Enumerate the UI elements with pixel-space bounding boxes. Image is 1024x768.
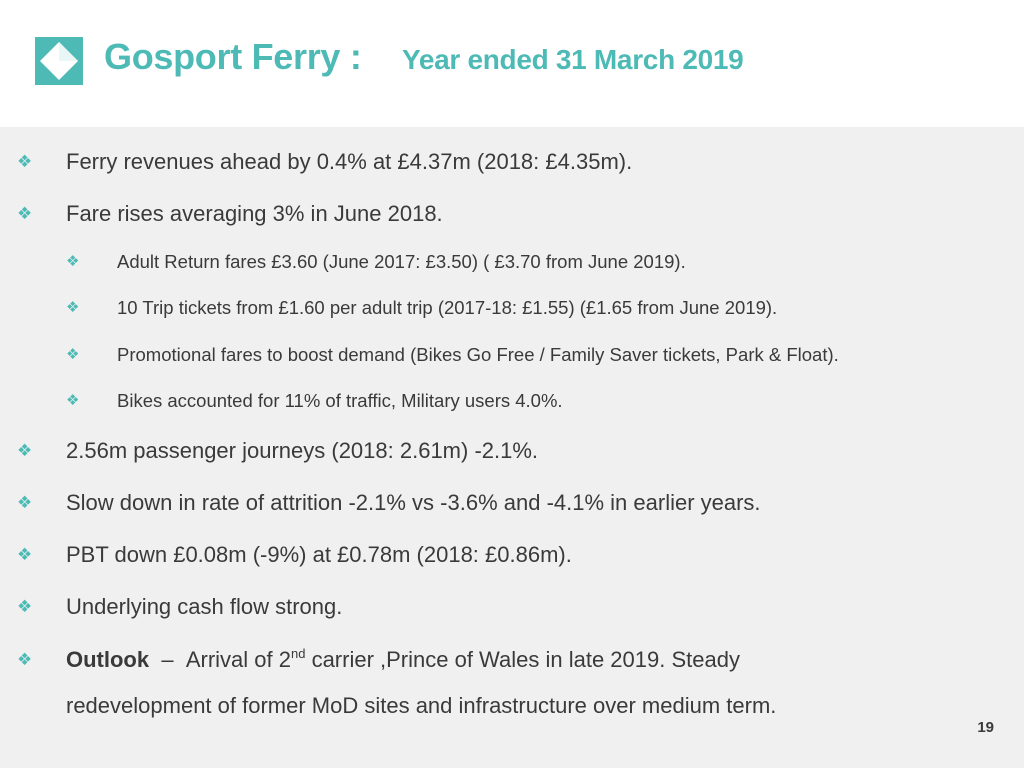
diamond-bullet-icon: ❖ (17, 204, 33, 223)
list-item: ❖ Ferry revenues ahead by 0.4% at £4.37m… (15, 147, 632, 177)
diamond-bullet-icon: ❖ (17, 441, 33, 460)
diamond-bullet-icon: ❖ (17, 493, 33, 512)
slide-header: Gosport Ferry : Year ended 31 March 2019 (0, 0, 1024, 127)
outlook-line2: redevelopment of former MoD sites and in… (66, 693, 777, 718)
bullet-text: Fare rises averaging 3% in June 2018. (66, 201, 443, 226)
page-number: 19 (977, 719, 994, 736)
bullet-text: PBT down £0.08m (-9%) at £0.78m (2018: £… (66, 542, 572, 567)
list-item: ❖ Underlying cash flow strong. (15, 592, 342, 622)
diamond-bullet-icon: ❖ (66, 392, 80, 409)
list-item: ❖ 10 Trip tickets from £1.60 per adult t… (66, 295, 777, 321)
outlook-label: Outlook (66, 647, 150, 672)
diamond-logo-icon (35, 37, 83, 85)
bullet-text: Ferry revenues ahead by 0.4% at £4.37m (… (66, 149, 633, 174)
list-item: ❖ Slow down in rate of attrition -2.1% v… (15, 488, 761, 518)
diamond-bullet-icon: ❖ (17, 152, 33, 171)
bullet-text: Underlying cash flow strong. (66, 594, 343, 619)
diamond-bullet-icon: ❖ (17, 545, 33, 564)
diamond-bullet-icon: ❖ (17, 597, 33, 616)
bullet-text: Bikes accounted for 11% of traffic, Mili… (117, 390, 563, 411)
list-item: ❖ Bikes accounted for 11% of traffic, Mi… (66, 388, 563, 414)
diamond-bullet-icon: ❖ (17, 650, 33, 669)
outlook-dash: – (161, 647, 174, 672)
bullet-text: 10 Trip tickets from £1.60 per adult tri… (117, 297, 778, 318)
list-item: ❖ 2.56m passenger journeys (2018: 2.61m)… (15, 436, 538, 466)
bullet-text: Promotional fares to boost demand (Bikes… (117, 344, 839, 365)
diamond-bullet-icon: ❖ (66, 299, 80, 316)
outlook-item: ❖ Outlook – Arrival of 2nd carrier ,Prin… (15, 645, 740, 675)
page-subtitle: Year ended 31 March 2019 (402, 44, 744, 75)
outlook-continuation: redevelopment of former MoD sites and in… (66, 691, 776, 721)
bullet-text: Slow down in rate of attrition -2.1% vs … (66, 490, 761, 515)
outlook-text-start: Arrival of 2 (185, 647, 291, 672)
list-item: ❖ Promotional fares to boost demand (Bik… (66, 342, 839, 368)
bullet-text: 2.56m passenger journeys (2018: 2.61m) -… (66, 438, 539, 463)
outlook-superscript: nd (290, 645, 306, 661)
list-item: ❖ PBT down £0.08m (-9%) at £0.78m (2018:… (15, 540, 572, 570)
outlook-text-end: carrier ,Prince of Wales in late 2019. S… (305, 647, 740, 672)
outlook-text: Outlook – Arrival of 2nd carrier ,Prince… (66, 645, 740, 675)
slide-content (0, 127, 1024, 768)
page-title: Gosport Ferry : (104, 36, 362, 77)
list-item: ❖ Fare rises averaging 3% in June 2018. (15, 199, 443, 229)
diamond-bullet-icon: ❖ (66, 346, 80, 363)
bullet-text: Adult Return fares £3.60 (June 2017: £3.… (117, 251, 686, 272)
list-item: ❖ Adult Return fares £3.60 (June 2017: £… (66, 249, 686, 275)
diamond-bullet-icon: ❖ (66, 253, 80, 270)
